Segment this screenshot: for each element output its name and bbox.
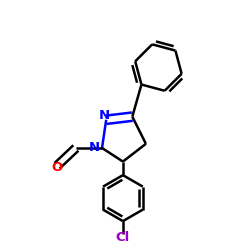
Text: N: N (88, 142, 100, 154)
Text: N: N (99, 109, 110, 122)
Text: O: O (52, 161, 63, 174)
Text: Cl: Cl (116, 231, 130, 244)
